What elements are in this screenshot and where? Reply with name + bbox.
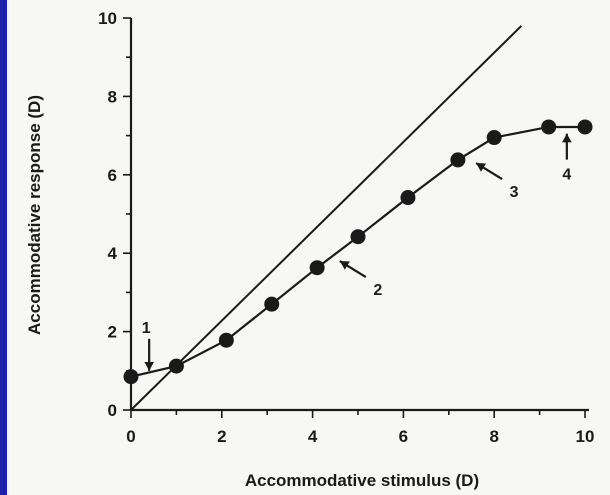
annotation-arrow-head bbox=[476, 163, 487, 172]
y-tick-label: 0 bbox=[108, 401, 117, 420]
y-tick-label: 8 bbox=[108, 87, 117, 106]
x-tick-label: 8 bbox=[489, 427, 498, 446]
data-point bbox=[486, 130, 502, 146]
y-tick-label: 2 bbox=[108, 323, 117, 342]
axes: 0 2 4 6 8 10 0 2 4 6 8 10 bbox=[98, 9, 594, 446]
annotation-label: 2 bbox=[373, 282, 382, 299]
x-tick-label: 6 bbox=[399, 427, 408, 446]
annotation-label: 3 bbox=[510, 184, 519, 201]
data-point bbox=[350, 229, 366, 245]
annotation-label: 1 bbox=[142, 320, 151, 337]
y-axis-title: Accommodative response (D) bbox=[25, 95, 44, 335]
annotations-group: 1 2 3 4 bbox=[142, 133, 572, 371]
data-point bbox=[168, 358, 184, 374]
data-point bbox=[309, 260, 325, 276]
data-point bbox=[218, 332, 234, 348]
annotation-arrow-head bbox=[339, 261, 350, 270]
x-axis-title: Accommodative stimulus (D) bbox=[245, 471, 479, 490]
data-point bbox=[400, 190, 416, 206]
annotation-label: 4 bbox=[562, 167, 571, 184]
identity-line bbox=[130, 25, 523, 411]
x-tick-label: 2 bbox=[217, 427, 226, 446]
x-tick-label: 0 bbox=[126, 427, 135, 446]
x-tick-label: 4 bbox=[308, 427, 318, 446]
data-point bbox=[541, 119, 557, 135]
data-point bbox=[264, 296, 280, 312]
identity-line-group bbox=[130, 25, 523, 411]
y-tick-label: 6 bbox=[108, 166, 117, 185]
data-point bbox=[577, 119, 593, 135]
y-tick-label: 4 bbox=[108, 244, 118, 263]
series-line bbox=[130, 125, 585, 378]
x-tick-label: 10 bbox=[576, 427, 595, 446]
annotation-arrow-head bbox=[144, 362, 154, 371]
data-point bbox=[450, 152, 466, 168]
y-tick-label: 10 bbox=[98, 9, 117, 28]
annotation-arrow-head bbox=[562, 133, 572, 143]
data-point bbox=[123, 369, 139, 385]
series-group bbox=[123, 119, 593, 385]
